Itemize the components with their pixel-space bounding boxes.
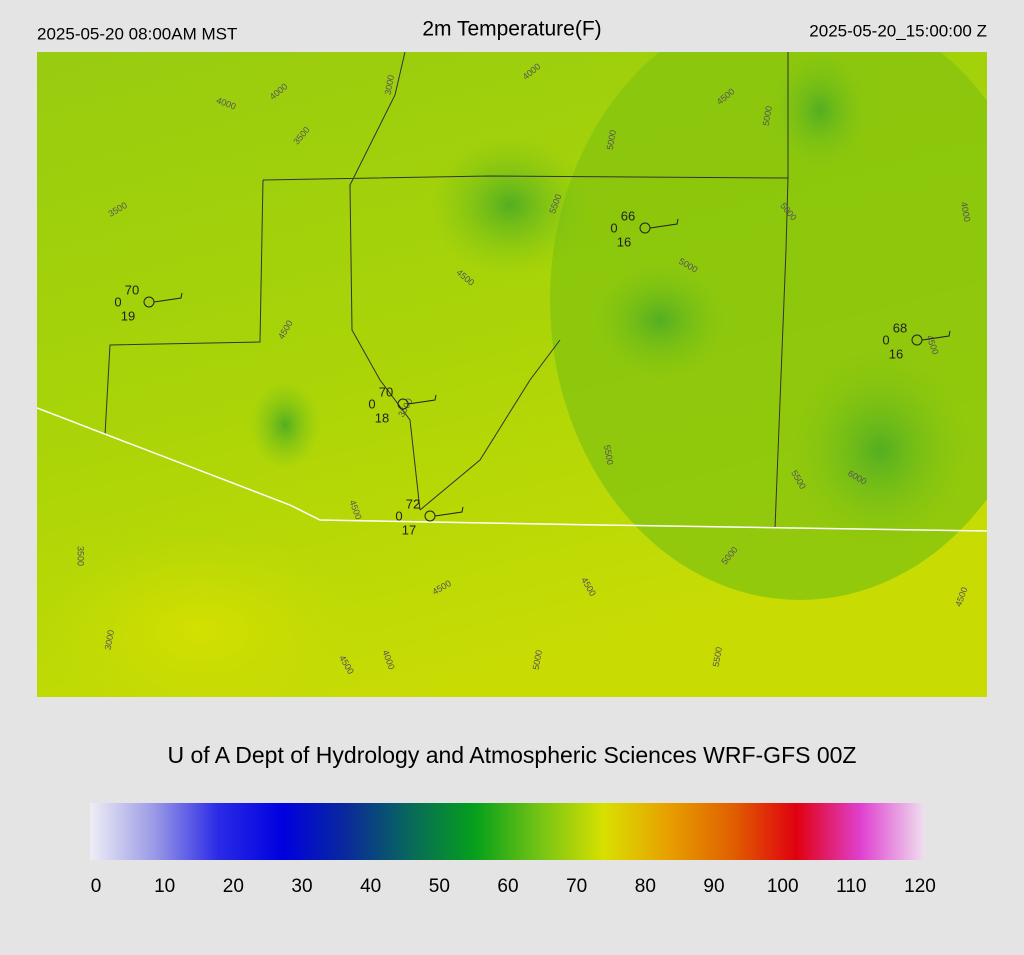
field-region (430, 135, 590, 275)
station-plot: 70 018 (368, 384, 437, 425)
contour-label: 4000 (959, 201, 972, 222)
header-right: 2025-05-20_15:00:00 Z (809, 21, 987, 40)
colorbar-tick-label: 50 (429, 876, 450, 897)
station-left: 0 (114, 294, 121, 309)
colorbar-tick-label: 70 (566, 876, 587, 897)
contour-label: 5000 (605, 129, 618, 150)
station-temp: 70 (125, 282, 139, 297)
station-bottom: 16 (617, 234, 631, 249)
station-left: 0 (368, 396, 375, 411)
colorbar-tick-label: 120 (904, 876, 936, 897)
field-region (790, 350, 970, 550)
field-region (590, 260, 730, 380)
station-plot: 72 017 (395, 496, 464, 537)
colorbar-tick-label: 60 (497, 876, 518, 897)
border-line (37, 407, 987, 532)
colorbar-tick-label: 100 (767, 876, 799, 897)
station-plot: 66 016 (610, 208, 679, 249)
station-left: 0 (395, 508, 402, 523)
field-region (250, 380, 320, 470)
station-temp: 70 (379, 384, 393, 399)
colorbar-tick-label: 30 (291, 876, 312, 897)
contour-label: 5000 (531, 649, 544, 670)
contour-label: 5500 (711, 646, 724, 667)
field-region (770, 52, 870, 170)
contour-label: 3000 (383, 74, 396, 95)
colorbar-tick-label: 20 (223, 876, 244, 897)
contour-label: 5000 (761, 105, 774, 126)
wind-barb (407, 394, 437, 405)
wind-barb (434, 506, 464, 517)
colorbar-tick-label: 10 (154, 876, 175, 897)
station-temp: 68 (893, 320, 907, 335)
station-bottom: 18 (375, 410, 389, 425)
station-temp: 72 (406, 496, 420, 511)
contour-label: 3500 (76, 546, 86, 566)
colorbar-tick-label: 110 (836, 876, 866, 897)
colorbar-tick-label: 0 (91, 876, 102, 897)
wind-barb (153, 292, 183, 303)
station-bottom: 17 (402, 522, 416, 537)
station-left: 0 (882, 332, 889, 347)
header-left: 2025-05-20 08:00AM MST (37, 24, 237, 43)
header-title: 2m Temperature(F) (422, 18, 601, 41)
footer: U of A Dept of Hydrology and Atmospheric… (167, 742, 856, 768)
colorbar-tick-label: 90 (703, 876, 724, 897)
station-temp: 66 (621, 208, 635, 223)
colorbar (90, 803, 925, 860)
field-region (40, 530, 360, 697)
colorbar-tick-label: 80 (635, 876, 656, 897)
boundary (104, 52, 789, 529)
station-plot: 70 019 (114, 282, 183, 323)
contour-label: 5500 (602, 444, 615, 465)
contour-label: 3000 (103, 629, 116, 650)
station-plot: 68 016 (882, 320, 951, 361)
station-left: 0 (610, 220, 617, 235)
wind-barb (649, 218, 679, 229)
colorbar-tick-label: 40 (360, 876, 381, 897)
station-bottom: 19 (121, 308, 135, 323)
wind-barb (921, 330, 951, 341)
map (37, 52, 987, 697)
station-bottom: 16 (889, 346, 903, 361)
